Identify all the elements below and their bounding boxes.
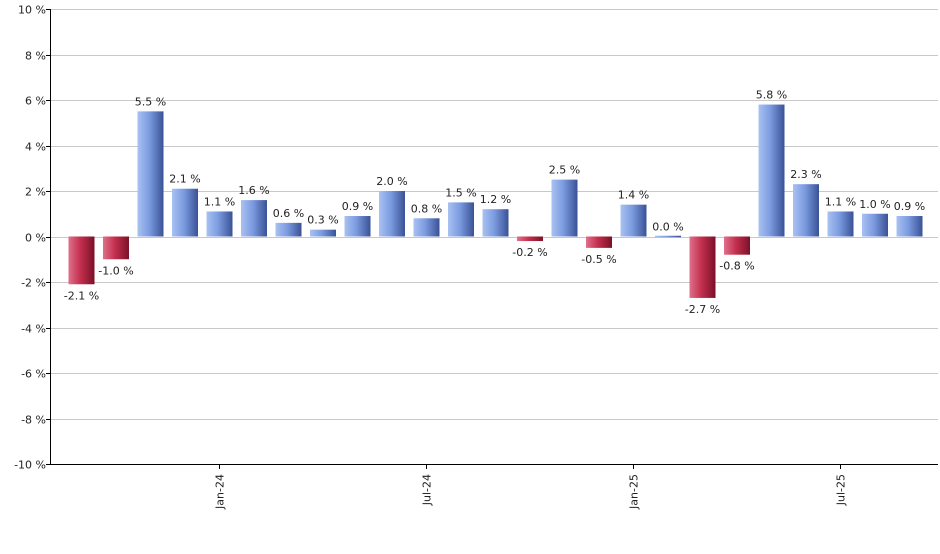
data-label: 1.0 %: [859, 198, 890, 211]
bar: [862, 213, 888, 237]
bar: [655, 235, 681, 238]
y-tick-label: 0 %: [25, 232, 46, 245]
x-tick-label: Jul-24: [421, 474, 434, 506]
y-tick-label: -8 %: [21, 414, 46, 427]
bar: [586, 236, 612, 248]
data-label: 2.0 %: [376, 175, 407, 188]
y-tick-label: 8 %: [25, 50, 46, 63]
y-tick-label: 2 %: [25, 186, 46, 199]
bar: [206, 211, 233, 237]
data-label: 0.8 %: [411, 202, 442, 215]
bar: [448, 202, 474, 237]
x-axis-ticks: Jan-24 Jul-24 Jan-25 Jul-25: [214, 464, 848, 510]
y-tick-label: -10 %: [14, 459, 46, 472]
bar: [551, 179, 578, 237]
data-label: -1.0 %: [98, 264, 133, 277]
data-label: -0.8 %: [719, 260, 754, 273]
bar: [620, 204, 647, 237]
data-label: 0.9 %: [342, 200, 373, 213]
bar: [137, 111, 164, 237]
data-label: 1.2 %: [480, 193, 511, 206]
axes: [50, 9, 938, 465]
data-label: 0.6 %: [273, 207, 304, 220]
bars: [68, 104, 923, 298]
data-label: 5.8 %: [756, 89, 787, 102]
bar: [275, 222, 302, 237]
bar: [103, 236, 129, 260]
y-axis-ticks: 10 % 8 % 6 % 4 % 2 % 0 % -2 % -4 % -6 % -8 % -10 %: [14, 4, 50, 472]
data-label: 1.1 %: [204, 195, 235, 208]
data-label: -2.7 %: [685, 303, 720, 316]
y-tick-label: 4 %: [25, 141, 46, 154]
data-label: 0.0 %: [652, 221, 683, 234]
data-label: 2.1 %: [169, 173, 200, 186]
bar: [827, 211, 854, 237]
bar: [793, 184, 819, 237]
y-tick-label: -2 %: [21, 277, 46, 290]
bar: [689, 236, 716, 298]
bar: [896, 216, 923, 237]
data-label: 1.6 %: [238, 184, 269, 197]
data-label: 2.3 %: [790, 168, 821, 181]
bar: [482, 209, 509, 237]
bar: [68, 236, 95, 285]
bar: [172, 188, 198, 237]
x-tick-label: Jul-25: [835, 474, 848, 506]
y-tick-label: -4 %: [21, 323, 46, 336]
bar: [517, 236, 543, 242]
bar: [379, 191, 405, 237]
bar: [344, 216, 371, 237]
y-tick-label: 6 %: [25, 95, 46, 108]
data-label: -2.1 %: [64, 289, 99, 302]
bar: [310, 229, 336, 237]
data-labels: -2.1 %-1.0 %5.5 %2.1 %1.1 %1.6 %0.6 %0.3…: [64, 89, 925, 316]
bar: [413, 218, 440, 237]
data-label: 1.5 %: [445, 186, 476, 199]
data-label: -0.5 %: [581, 253, 616, 266]
x-tick-label: Jan-25: [628, 474, 641, 510]
data-label: 2.5 %: [549, 164, 580, 177]
y-tick-label: -6 %: [21, 368, 46, 381]
data-label: 1.1 %: [825, 195, 856, 208]
data-label: 1.4 %: [618, 189, 649, 202]
data-label: 0.3 %: [307, 214, 338, 227]
bar: [724, 236, 750, 255]
y-tick-label: 10 %: [18, 4, 46, 17]
bar: [758, 104, 785, 237]
x-tick-label: Jan-24: [214, 474, 227, 510]
gridlines: [50, 9, 938, 465]
bar: [241, 200, 267, 237]
data-label: 5.5 %: [135, 95, 166, 108]
data-label: 0.9 %: [894, 200, 925, 213]
data-label: -0.2 %: [512, 246, 547, 259]
